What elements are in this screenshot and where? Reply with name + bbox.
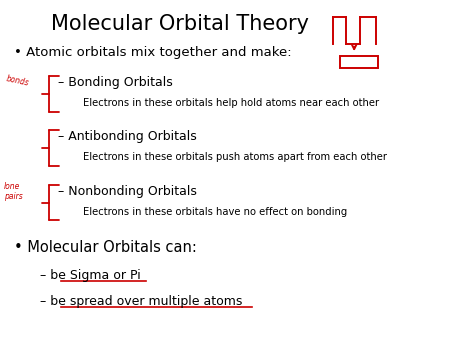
Text: Electrons in these orbitals push atoms apart from each other: Electrons in these orbitals push atoms a… xyxy=(83,152,387,162)
Bar xyxy=(340,56,378,68)
Text: Electrons in these orbitals help hold atoms near each other: Electrons in these orbitals help hold at… xyxy=(83,98,379,108)
Text: Molecular Orbital Theory: Molecular Orbital Theory xyxy=(51,14,309,33)
Text: – Bonding Orbitals: – Bonding Orbitals xyxy=(58,76,173,89)
Text: • Molecular Orbitals can:: • Molecular Orbitals can: xyxy=(14,240,196,255)
Text: Electrons in these orbitals have no effect on bonding: Electrons in these orbitals have no effe… xyxy=(83,207,347,217)
Text: lone
pairs: lone pairs xyxy=(4,182,23,201)
Text: – be Sigma or Pi: – be Sigma or Pi xyxy=(40,269,141,282)
Text: – Nonbonding Orbitals: – Nonbonding Orbitals xyxy=(58,186,198,198)
Text: bonds: bonds xyxy=(5,74,30,88)
Text: • Atomic orbitals mix together and make:: • Atomic orbitals mix together and make: xyxy=(14,46,291,59)
Text: – be spread over multiple atoms: – be spread over multiple atoms xyxy=(40,295,243,308)
Text: – Antibonding Orbitals: – Antibonding Orbitals xyxy=(58,130,197,143)
